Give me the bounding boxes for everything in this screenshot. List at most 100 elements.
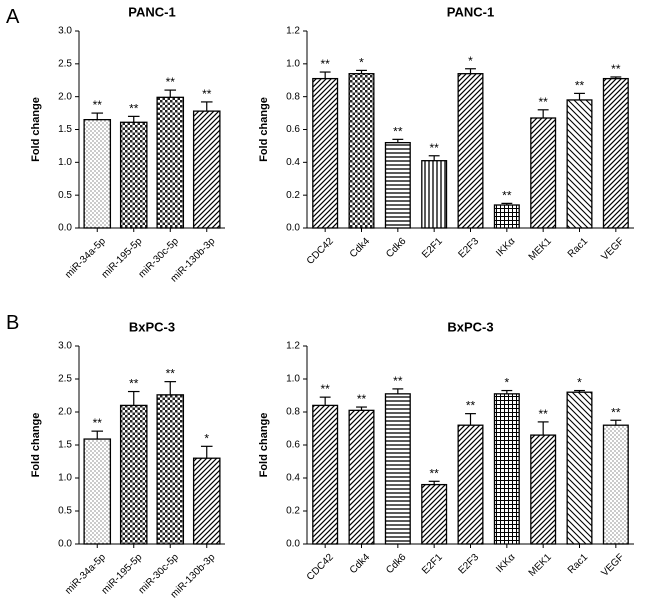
- y-tick-label: 0.8: [286, 91, 300, 102]
- y-tick-label: 1.0: [58, 473, 72, 484]
- y-tick-label: 0.5: [58, 506, 72, 517]
- chart-title: PANC-1: [447, 4, 494, 19]
- significance-label: **: [129, 101, 139, 115]
- significance-label: **: [611, 62, 621, 76]
- significance-label: **: [320, 57, 330, 71]
- y-tick-label: 0.0: [286, 223, 300, 234]
- bar-E2F1: [421, 483, 448, 545]
- y-axis-label: Fold change: [30, 97, 42, 162]
- x-tick-label: VEGF: [599, 236, 626, 263]
- y-axis-label: Fold change: [258, 413, 270, 478]
- y-tick-label: 1.2: [286, 26, 300, 37]
- y-tick-label: 0.0: [58, 223, 72, 234]
- y-tick-label: 3.0: [58, 26, 72, 37]
- significance-label: *: [468, 54, 473, 68]
- y-axis-label: Fold change: [258, 97, 270, 162]
- bar-Rac1: [566, 99, 593, 229]
- significance-label: **: [357, 392, 367, 406]
- bar-MEK1: [530, 117, 557, 229]
- x-tick-label: Cdk6: [384, 552, 409, 577]
- chart-title: PANC-1: [128, 4, 175, 19]
- bar-miR-130b-3p: [192, 457, 221, 545]
- significance-label: **: [93, 98, 103, 112]
- bar-VEGF: [602, 77, 629, 229]
- x-tick-label: CDC42: [305, 236, 336, 267]
- chart-title: BxPC-3: [129, 319, 175, 334]
- bar-miR-30c-5p: [156, 394, 185, 545]
- bar-Cdk6: [384, 141, 411, 229]
- significance-label: **: [129, 377, 139, 391]
- bar-Cdk4: [348, 73, 375, 229]
- x-tick-label: Cdk6: [384, 236, 409, 261]
- significance-label: **: [429, 141, 439, 155]
- y-tick-label: 1.0: [58, 157, 72, 168]
- bar-miR-34a-5p: [83, 119, 112, 229]
- significance-label: **: [466, 399, 476, 413]
- y-tick-label: 1.0: [286, 58, 300, 69]
- y-tick-label: 1.0: [286, 374, 300, 385]
- panel-label-b: B: [6, 312, 20, 334]
- x-tick-label: VEGF: [599, 552, 626, 579]
- significance-label: *: [204, 431, 209, 445]
- x-tick-label: E2F3: [456, 552, 481, 577]
- y-tick-label: 1.5: [58, 440, 72, 451]
- x-tick-label: E2F1: [420, 552, 445, 577]
- x-tick-label: IKKα: [494, 552, 517, 575]
- significance-label: **: [202, 87, 212, 101]
- x-tick-label: MEK1: [527, 236, 554, 263]
- y-tick-label: 2.0: [58, 407, 72, 418]
- bar-Cdk6: [384, 393, 411, 545]
- y-tick-label: 0.6: [286, 440, 300, 451]
- y-tick-label: 0.6: [286, 124, 300, 135]
- chart-1: PANC-1 Fold change 0.0 0.5 1.0 1.5 2.0 2.5 3.0 **…: [30, 4, 225, 285]
- y-tick-label: 0.2: [286, 190, 300, 201]
- x-tick-label: CDC42: [305, 552, 336, 583]
- significance-label: **: [166, 75, 176, 89]
- significance-label: **: [93, 416, 103, 430]
- significance-label: **: [320, 382, 330, 396]
- y-tick-label: 0.2: [286, 506, 300, 517]
- y-tick-label: 0.0: [58, 539, 72, 550]
- bar-miR-34a-5p: [83, 438, 112, 545]
- y-tick-label: 3.0: [58, 341, 72, 352]
- bar-Cdk4: [348, 409, 375, 545]
- significance-label: *: [359, 55, 364, 69]
- y-tick-label: 0.8: [286, 407, 300, 418]
- y-tick-label: 2.5: [58, 374, 72, 385]
- y-tick-label: 0.4: [286, 157, 300, 168]
- x-tick-label: E2F3: [456, 236, 481, 261]
- significance-label: **: [393, 124, 403, 138]
- x-tick-label: IKKα: [494, 236, 517, 259]
- y-tick-label: 0.0: [286, 539, 300, 550]
- panel-label-a: A: [6, 6, 20, 28]
- significance-label: **: [538, 95, 548, 109]
- significance-label: **: [611, 405, 621, 419]
- y-axis-label: Fold change: [30, 413, 42, 478]
- significance-label: **: [429, 466, 439, 480]
- bar-E2F1: [421, 160, 448, 229]
- bar-CDC42: [312, 404, 339, 545]
- y-tick-label: 2.0: [58, 91, 72, 102]
- bar-E2F3: [457, 73, 484, 229]
- bar-miR-195-5p: [119, 404, 148, 545]
- bar-IKKα: [493, 204, 520, 229]
- bar-E2F3: [457, 424, 484, 545]
- x-tick-label: Rac1: [566, 552, 591, 577]
- y-tick-label: 2.5: [58, 58, 72, 69]
- bar-IKKα: [493, 393, 520, 545]
- significance-label: **: [166, 367, 176, 381]
- bar-miR-30c-5p: [156, 96, 185, 229]
- significance-label: **: [575, 78, 585, 92]
- y-tick-label: 0.5: [58, 190, 72, 201]
- bar-MEK1: [530, 434, 557, 545]
- y-tick-label: 1.2: [286, 341, 300, 352]
- x-tick-label: Cdk4: [348, 552, 373, 577]
- significance-label: **: [393, 374, 403, 388]
- bar-Rac1: [566, 391, 593, 545]
- bar-CDC42: [312, 77, 339, 229]
- x-tick-label: Rac1: [566, 236, 591, 261]
